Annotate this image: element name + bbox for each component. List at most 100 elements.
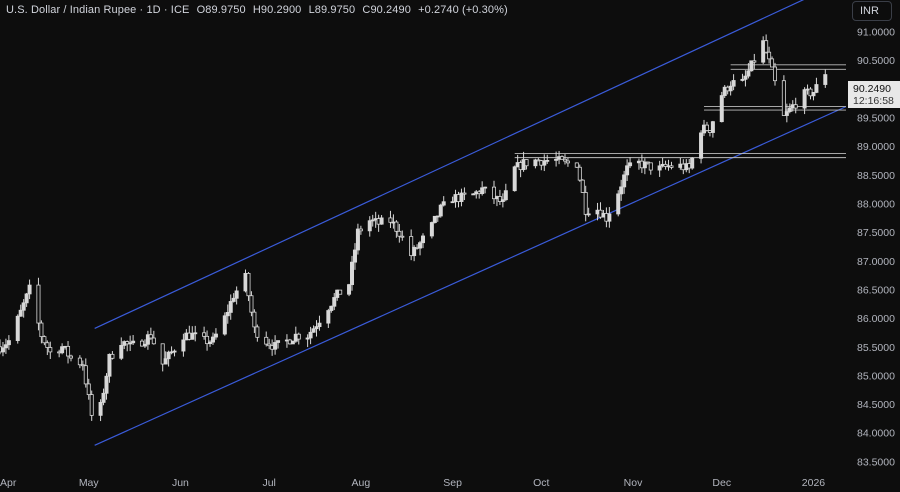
- bar-countdown: 12:16:58: [853, 95, 894, 107]
- candle-body: [267, 343, 272, 347]
- candle-body: [193, 332, 198, 335]
- candle: [500, 193, 505, 208]
- candle: [101, 388, 106, 406]
- candle-body: [142, 343, 147, 347]
- candle-body: [420, 235, 425, 244]
- candle-body: [15, 315, 20, 341]
- y-tick-label: 88.0000: [857, 198, 895, 210]
- candle-body: [101, 392, 106, 403]
- candle-body: [234, 290, 239, 299]
- candle-body: [580, 179, 585, 193]
- candle-body: [68, 355, 73, 359]
- x-tick-label: Jun: [172, 477, 189, 489]
- candle: [296, 332, 301, 345]
- candle: [459, 188, 464, 207]
- candle: [314, 320, 319, 337]
- candle: [580, 179, 585, 193]
- candle-body: [21, 302, 26, 311]
- candle-body: [749, 60, 754, 72]
- candle: [228, 294, 233, 320]
- candle: [352, 243, 357, 270]
- candle: [39, 320, 44, 344]
- candle-body: [252, 311, 257, 328]
- candle-body: [350, 261, 355, 286]
- candle-body: [583, 192, 588, 215]
- y-tick-label: 87.0000: [857, 256, 895, 268]
- candle: [48, 341, 53, 359]
- candle-body: [533, 159, 538, 167]
- channel-line-lower: [94, 106, 847, 446]
- y-tick-label: 90.5000: [857, 55, 895, 67]
- candle: [326, 308, 331, 328]
- candle-body: [823, 74, 828, 85]
- candle: [172, 349, 177, 357]
- candle-body: [151, 337, 156, 345]
- candle-body: [704, 124, 709, 131]
- price-axis[interactable]: 91.0000 90.5000 89.5000 89.0000 88.5000 88.00…: [857, 27, 895, 469]
- candle-body: [311, 328, 316, 333]
- candle: [119, 337, 124, 361]
- x-tick-label: Nov: [624, 477, 643, 489]
- candle-body: [743, 75, 748, 80]
- y-tick-label: 86.5000: [857, 284, 895, 296]
- candle-body: [48, 347, 53, 353]
- candle-body: [139, 340, 144, 347]
- trend-channel: [94, 0, 847, 446]
- candle-body: [480, 187, 485, 195]
- y-tick-label: 86.0000: [857, 313, 895, 325]
- y-tick-label: 83.5000: [857, 456, 895, 468]
- candle-body: [471, 193, 476, 196]
- candle-body: [554, 158, 559, 161]
- candle-body: [388, 217, 393, 223]
- candle-body: [89, 394, 94, 416]
- candle: [181, 333, 186, 357]
- candle-body: [746, 70, 751, 77]
- candle-body: [625, 165, 630, 176]
- candle-body: [500, 199, 505, 202]
- candle: [255, 324, 260, 342]
- candle: [562, 154, 567, 165]
- candle: [42, 335, 47, 346]
- candle-body: [497, 196, 502, 202]
- candle-body: [648, 162, 653, 171]
- currency-button[interactable]: INR: [852, 1, 892, 21]
- candle-body: [86, 383, 91, 396]
- candle: [86, 378, 91, 400]
- candle-body: [628, 162, 633, 167]
- candle-body: [119, 344, 124, 359]
- candle-body: [352, 249, 357, 263]
- candle-body: [669, 165, 674, 168]
- candle: [36, 277, 41, 331]
- candle: [231, 293, 236, 303]
- candle: [83, 358, 88, 388]
- candle-body: [542, 160, 547, 166]
- candle: [332, 293, 337, 311]
- candle: [622, 170, 627, 194]
- candle-body: [42, 336, 47, 344]
- candle-body: [642, 161, 647, 169]
- candle: [15, 314, 20, 344]
- candle: [619, 179, 624, 201]
- candle: [418, 240, 423, 256]
- symbol-legend: U.S. Dollar / Indian Rupee · 1D · ICE O8…: [6, 4, 512, 16]
- candle: [625, 159, 630, 181]
- candle: [317, 315, 322, 331]
- x-tick-label: 2026: [802, 477, 826, 489]
- candle-body: [228, 301, 233, 313]
- candle: [205, 330, 210, 351]
- candle: [412, 245, 417, 262]
- candle-body: [83, 365, 88, 385]
- candle: [246, 272, 251, 302]
- candle: [628, 157, 633, 169]
- candle: [752, 53, 757, 70]
- candle-body: [107, 353, 112, 377]
- candle: [616, 190, 621, 217]
- candle-body: [296, 333, 301, 340]
- candle: [6, 335, 11, 350]
- candle-body: [231, 297, 236, 302]
- candle-body: [429, 222, 434, 237]
- high-value: H90.2900: [252, 4, 302, 16]
- time-axis[interactable]: Apr May Jun Jul Aug Sep Oct Nov Dec 2026: [0, 477, 825, 489]
- candle: [814, 77, 819, 94]
